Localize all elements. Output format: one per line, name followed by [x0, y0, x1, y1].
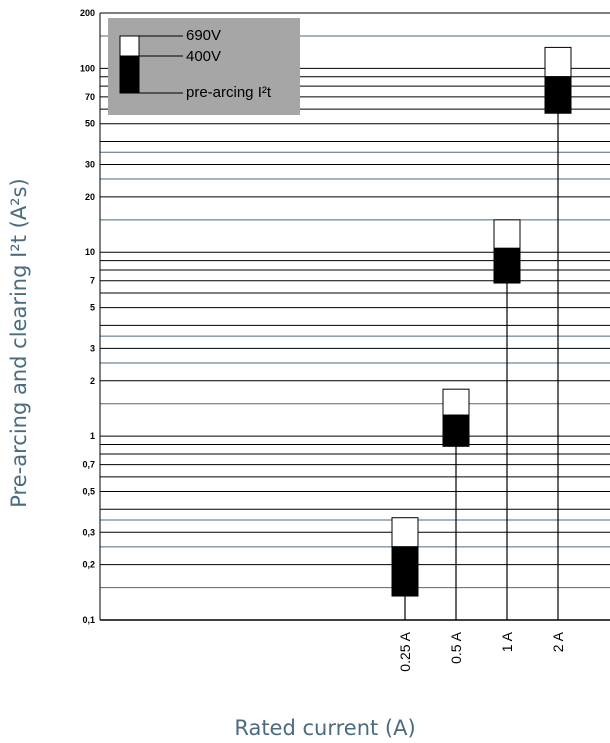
y-tick-label: 70: [85, 92, 95, 102]
y-tick-label: 2: [90, 376, 95, 386]
bar-pre-arcing: [442, 414, 470, 447]
y-tick-label: 30: [85, 160, 95, 170]
legend-label-400v: 400V: [186, 48, 221, 65]
bar-pre-arcing: [391, 546, 419, 597]
y-tick-label: 20: [85, 192, 95, 202]
x-category-labels: 0.25 A 0.5 A 1 A 2 A: [397, 631, 566, 671]
major-gridlines: [100, 12, 610, 566]
bar-690v: [493, 219, 521, 249]
y-tick-label: 1: [90, 431, 95, 441]
bar-690v: [544, 46, 572, 78]
legend-swatch-pre-arcing: [119, 55, 140, 94]
y-tick-label: 0,5: [82, 486, 95, 496]
legend: 690V 400V pre-arcing I²t: [108, 18, 300, 115]
bar-pre-arcing: [493, 247, 521, 284]
bars: [391, 46, 572, 620]
y-tick-label: 100: [80, 63, 95, 73]
y-tick-label: 50: [85, 119, 95, 129]
y-tick-label: 0,7: [82, 460, 95, 470]
bar-pre-arcing: [544, 76, 572, 114]
y-tick-label: 5: [90, 303, 95, 313]
x-axis-title: Rated current (A): [234, 716, 415, 740]
x-category-label: 0.5 A: [448, 631, 464, 664]
x-category-label: 1 A: [499, 631, 515, 652]
y-tick-label: 7: [90, 276, 95, 286]
x-category-label: 0.25 A: [397, 631, 413, 671]
legend-label-pre-arcing: pre-arcing I²t: [186, 84, 272, 101]
legend-label-690v: 690V: [186, 27, 221, 44]
x-category-label: 2 A: [550, 631, 566, 652]
bar-690v: [391, 517, 419, 548]
y-tick-label: 0,1: [82, 615, 95, 625]
y-axis-title: Pre-arcing and clearing I²t (A²s): [7, 178, 31, 507]
y-tick-label: 10: [85, 247, 95, 257]
y-tick-labels: 0,1 0,2 0,3 0,5 0,7 1 2 3 5 7 10 20 30 50 70 100 200: [80, 8, 95, 625]
y-tick-label: 0,3: [82, 527, 95, 537]
y-tick-label: 200: [80, 8, 95, 18]
y-tick-label: 0,2: [82, 560, 95, 570]
legend-swatch-690v: [119, 35, 140, 57]
y-tick-label: 3: [90, 343, 95, 353]
bar-690v: [442, 388, 470, 416]
minor-gridlines: [100, 35, 610, 589]
legend-background: [108, 18, 300, 115]
